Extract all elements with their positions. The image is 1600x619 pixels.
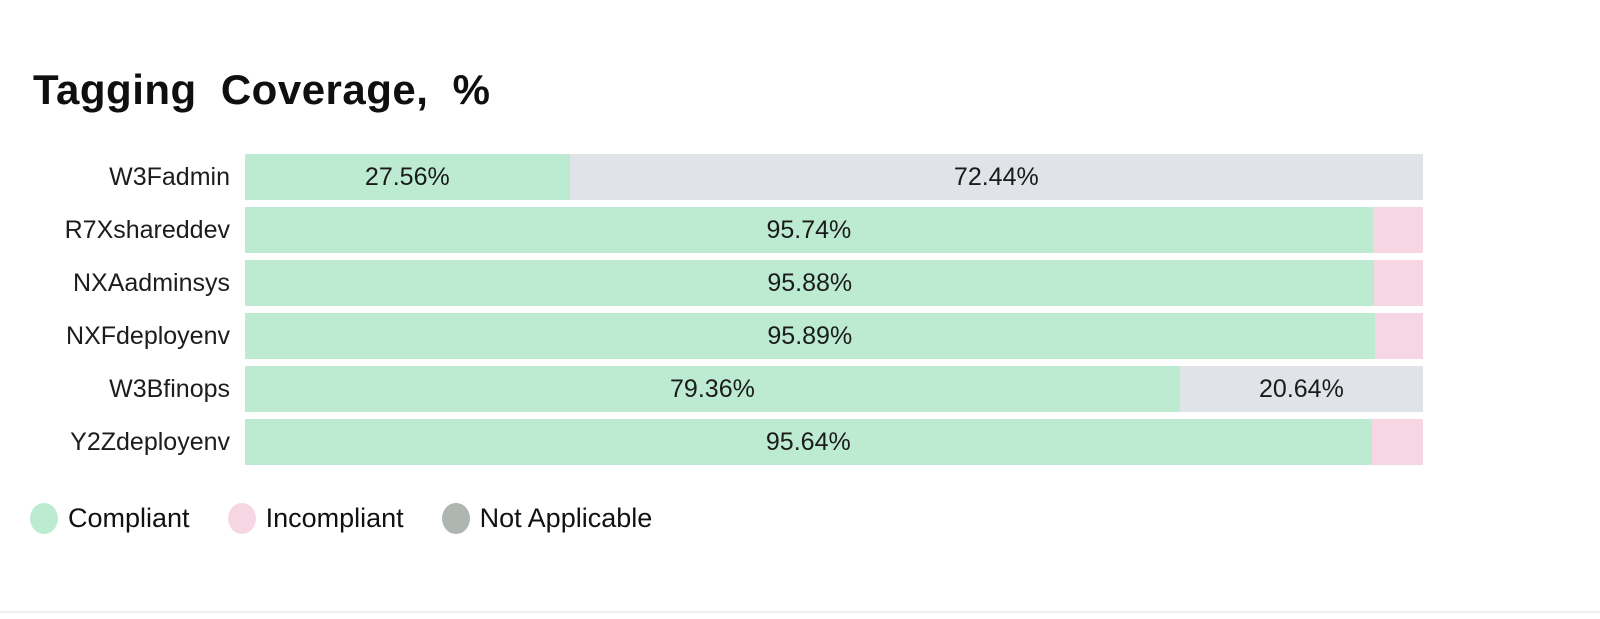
bar-segment-incompliant	[1374, 260, 1423, 306]
legend-label: Not Applicable	[479, 503, 653, 533]
bar-value-label: 72.44%	[953, 162, 1039, 191]
category-label: Y2Zdeployenv	[70, 427, 230, 456]
bar-value-label: 95.64%	[765, 427, 851, 456]
legend-dot-incompliant-icon	[227, 503, 256, 534]
legend-item-compliant[interactable]: Compliant	[30, 503, 190, 534]
category-label: NXAadminsys	[73, 268, 230, 297]
category-label: NXFdeployenv	[66, 321, 230, 350]
category-label: R7Xshareddev	[64, 215, 230, 244]
legend-item-incompliant[interactable]: Incompliant	[227, 503, 404, 534]
bar-segment-compliant: 95.89%	[245, 313, 1375, 359]
bar-track: 95.64%	[245, 419, 1423, 465]
bottom-divider	[0, 611, 1600, 613]
bar-value-label: 95.89%	[767, 321, 853, 350]
bar-segment-incompliant	[1374, 313, 1423, 359]
bar-segment-incompliant	[1372, 207, 1423, 253]
bar-row: Y2Zdeployenv 95.64%	[0, 419, 1430, 465]
bar-segment-compliant: 95.74%	[245, 207, 1373, 253]
bar-segment-compliant: 95.64%	[245, 419, 1372, 465]
bar-value-label: 95.88%	[767, 268, 853, 297]
bar-value-label: 95.74%	[766, 215, 852, 244]
bar-segment-incompliant	[1371, 419, 1423, 465]
bar-segment-compliant: 79.36%	[245, 366, 1180, 412]
legend-dot-not_applicable-icon	[441, 503, 470, 534]
legend: Compliant Incompliant Not Applicable	[30, 503, 652, 534]
bar-value-label: 79.36%	[670, 374, 755, 403]
bar-segment-not_applicable: 72.44%	[569, 154, 1423, 200]
bar-track: 27.56% 72.44%	[245, 154, 1423, 200]
bar-segment-compliant: 27.56%	[245, 154, 570, 200]
category-label: W3Bfinops	[109, 374, 230, 403]
legend-item-not_applicable[interactable]: Not Applicable	[441, 503, 653, 534]
bar-track: 79.36% 20.64%	[245, 366, 1423, 412]
bar-value-label: 27.56%	[364, 162, 450, 191]
category-label: W3Fadmin	[109, 162, 230, 191]
tagging-coverage-chart: W3Fadmin 27.56% 72.44% R7Xshareddev 95.74% NX…	[0, 154, 1430, 472]
bar-track: 95.88%	[245, 260, 1423, 306]
legend-label: Incompliant	[265, 503, 404, 533]
bar-value-label: 20.64%	[1259, 374, 1344, 403]
bar-track: 95.89%	[245, 313, 1423, 359]
bar-row: R7Xshareddev 95.74%	[0, 207, 1430, 253]
chart-title: Tagging Coverage, %	[33, 66, 491, 113]
bar-row: W3Fadmin 27.56% 72.44%	[0, 154, 1430, 200]
bar-segment-not_applicable: 20.64%	[1179, 366, 1423, 412]
legend-label: Compliant	[68, 503, 190, 533]
bar-track: 95.74%	[245, 207, 1423, 253]
bar-row: NXAadminsys 95.88%	[0, 260, 1430, 306]
legend-dot-compliant-icon	[30, 503, 58, 534]
bar-row: W3Bfinops 79.36% 20.64%	[0, 366, 1430, 412]
bar-segment-compliant: 95.88%	[245, 260, 1375, 306]
bar-row: NXFdeployenv 95.89%	[0, 313, 1430, 359]
